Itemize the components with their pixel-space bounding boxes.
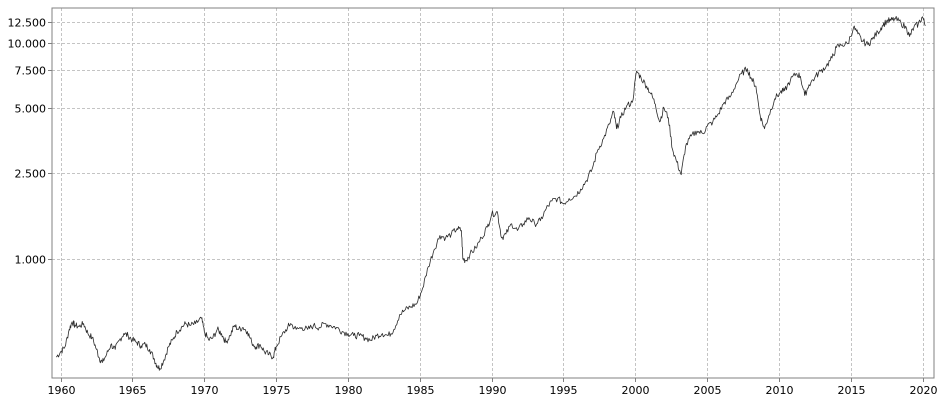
x-tick-label: 2000 [622,384,650,397]
y-tick-label: 5.000 [15,103,47,116]
x-tick-label: 1965 [119,384,147,397]
y-tick-label: 7.500 [15,65,47,78]
x-tick-label: 2020 [910,384,938,397]
series-layer [55,15,926,371]
x-tick-label: 2005 [694,384,722,397]
x-tick-label: 1995 [550,384,578,397]
y-tick-label: 10.000 [8,38,47,51]
x-tick-label: 2010 [766,384,794,397]
x-tick-label: 1985 [407,384,435,397]
x-tick-label: 1980 [335,384,363,397]
y-tick-label: 12.500 [8,17,47,30]
grid [52,8,934,378]
x-tick-label: 1970 [191,384,219,397]
y-tick-label: 1.000 [15,254,47,267]
series-line-0 [55,15,926,371]
y-tick-label: 2.500 [15,168,47,181]
x-tick-label: 2015 [838,384,866,397]
x-tick-label: 1990 [479,384,507,397]
x-tick-label: 1975 [263,384,291,397]
x-tick-label: 1960 [48,384,76,397]
axes: 1960 1965 1970 1975 1980 1985 1990 1995 2000 2005… [8,17,938,398]
